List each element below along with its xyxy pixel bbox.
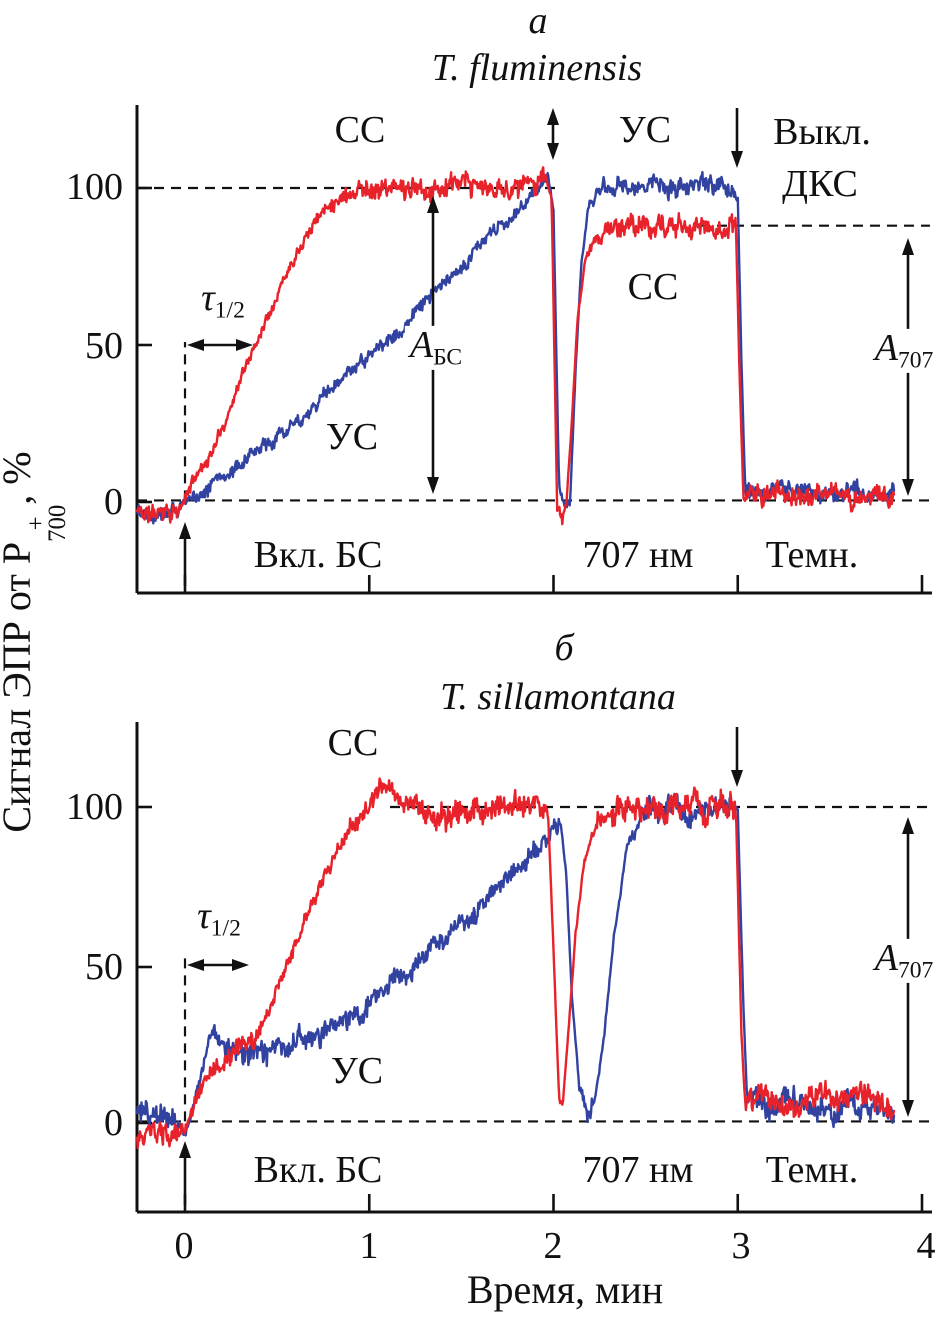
p700-plus-stack: +700: [23, 504, 71, 542]
panel-b-vkl-bs-label: Вкл. БС: [253, 1149, 383, 1192]
panel-a-dks-label: ДКС: [782, 163, 858, 206]
a707-symbol-b: А: [874, 936, 898, 979]
p700-sub: 700: [43, 504, 71, 542]
xtick-2: 2: [543, 1225, 563, 1267]
panel-b-cc-label: СС: [327, 722, 379, 765]
panel-a-cc-mid-label: СС: [627, 266, 679, 309]
y-axis-label: Сигнал ЭПР от Р+700, %: [0, 451, 71, 833]
panel-a-temn-label: Темн.: [765, 534, 859, 577]
panel-b-a707-amplitude-label: А707: [869, 936, 939, 984]
panel-a-us-top-label: УС: [618, 109, 672, 152]
xtick-1: 1: [359, 1225, 379, 1267]
tau-subscript-b: 1/2: [210, 915, 241, 942]
xtick-4: 4: [916, 1225, 936, 1267]
y-axis-label-suffix: , %: [0, 451, 39, 504]
panel-b-species: T. sillamontana: [440, 676, 676, 719]
panel-b-ytick-100: 100: [66, 786, 123, 828]
panel-a-tau-half-label: τ1/2: [201, 276, 245, 324]
xtick-0: 0: [174, 1225, 194, 1267]
tau-symbol-b: τ: [197, 894, 211, 937]
panel-a-a707-amplitude-label: А707: [869, 326, 939, 374]
panel-b-ytick-0: 0: [104, 1102, 123, 1144]
panel-a-ytick-0: 0: [104, 481, 123, 523]
panel-b-tau-half-label: τ1/2: [197, 894, 241, 942]
a-bs-symbol: А: [409, 323, 434, 366]
panel-a-us-mid-label: УС: [325, 416, 379, 459]
tau-subscript: 1/2: [214, 297, 245, 324]
a-bs-subscript: БС: [433, 344, 463, 371]
panel-a-species: T. fluminensis: [431, 47, 643, 90]
panel-b-707nm-label: 707 нм: [582, 1149, 694, 1192]
panel-a-cc-top-label: СС: [334, 109, 386, 152]
tau-symbol: τ: [201, 276, 215, 319]
panel-a-abs-amplitude-label: АБС: [404, 323, 468, 371]
panel-a-vykl-label: Выкл.: [773, 111, 871, 154]
x-axis-label: Время, мин: [466, 1267, 664, 1312]
panel-a-vkl-bs-label: Вкл. БС: [253, 534, 383, 577]
a707-subscript-b: 707: [897, 957, 934, 984]
a707-subscript-a: 707: [897, 347, 934, 374]
a707-symbol-a: А: [874, 326, 898, 369]
xtick-3: 3: [731, 1225, 751, 1267]
panel-a-letter: а: [528, 0, 548, 43]
panel-b-us-label: УС: [330, 1050, 384, 1093]
panel-a-ytick-50: 50: [85, 325, 123, 367]
panel-a-ytick-100: 100: [66, 166, 123, 208]
panel-a-707nm-label: 707 нм: [582, 534, 694, 577]
panel-b-ytick-50: 50: [85, 946, 123, 988]
panel-b-temn-label: Темн.: [765, 1149, 859, 1192]
panel-b-letter: б: [554, 627, 574, 670]
y-axis-label-text: Сигнал ЭПР от Р: [0, 542, 40, 833]
